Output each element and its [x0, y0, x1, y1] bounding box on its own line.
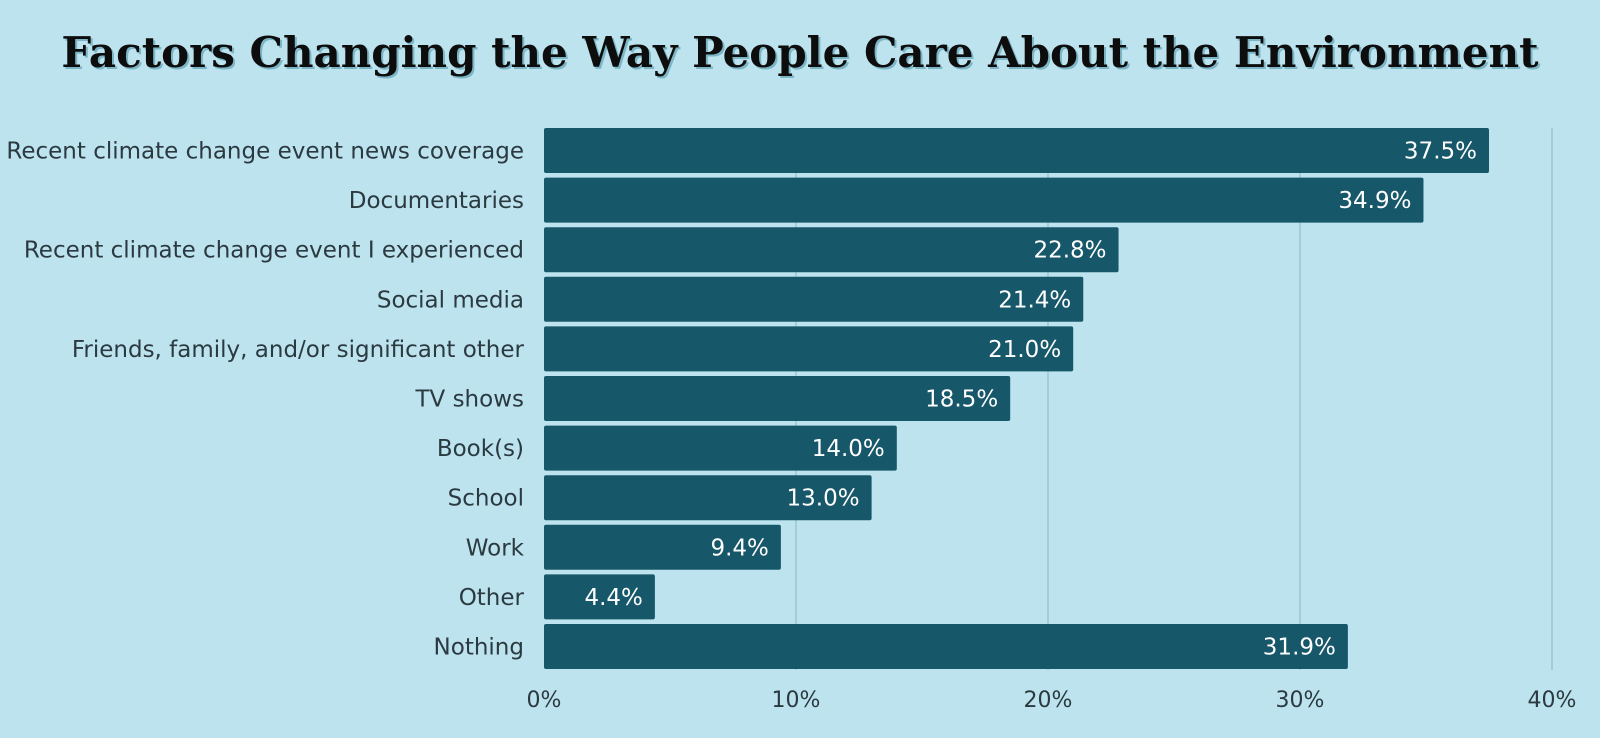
bar — [544, 128, 1489, 173]
bar — [544, 524, 781, 570]
bar — [544, 376, 1011, 421]
x-tick-label: 10% — [772, 688, 821, 713]
category-label: Other — [459, 585, 525, 611]
category-label: Documentaries — [349, 188, 524, 214]
chart-title: Factors Changing the Way People Care Abo… — [61, 28, 1539, 77]
value-label: 4.4% — [584, 585, 642, 611]
category-label: Book(s) — [437, 436, 524, 462]
bar — [544, 276, 1084, 322]
value-labels: 37.5% 34.9% 22.8% 21.4% 21.0% 18.5% 14.0% 13.0%… — [584, 139, 1477, 661]
value-label: 22.8% — [1033, 238, 1106, 264]
category-label: School — [448, 486, 524, 512]
bars — [544, 128, 1489, 669]
bar — [544, 425, 897, 471]
value-label: 31.9% — [1263, 635, 1336, 661]
bar — [544, 475, 872, 521]
bar — [544, 574, 655, 620]
value-label: 21.4% — [998, 287, 1071, 313]
category-label: Work — [466, 535, 525, 561]
x-tick-label: 30% — [1276, 688, 1325, 713]
value-label: 13.0% — [787, 486, 860, 512]
value-label: 14.0% — [812, 436, 885, 462]
value-label: 34.9% — [1338, 188, 1411, 214]
bar — [544, 624, 1348, 669]
category-label: Recent climate change event I experience… — [24, 238, 524, 264]
bar — [544, 177, 1424, 223]
x-axis-ticks: 0% 10% 20% 30% 40% — [527, 688, 1577, 713]
x-tick-label: 0% — [527, 688, 562, 713]
category-label: Nothing — [434, 635, 524, 661]
bar — [544, 227, 1119, 273]
value-label: 21.0% — [988, 337, 1061, 363]
category-label: TV shows — [414, 387, 524, 413]
category-label: Recent climate change event news coverag… — [6, 139, 524, 165]
category-labels: Recent climate change event news coverag… — [6, 139, 524, 661]
value-label: 37.5% — [1404, 139, 1477, 165]
category-label: Social media — [377, 287, 524, 313]
x-tick-label: 40% — [1528, 688, 1577, 713]
bar — [544, 326, 1074, 372]
category-label: Friends, family, and/or significant othe… — [72, 337, 525, 363]
value-label: 18.5% — [925, 387, 998, 413]
x-tick-label: 20% — [1024, 688, 1073, 713]
value-label: 9.4% — [710, 535, 768, 561]
